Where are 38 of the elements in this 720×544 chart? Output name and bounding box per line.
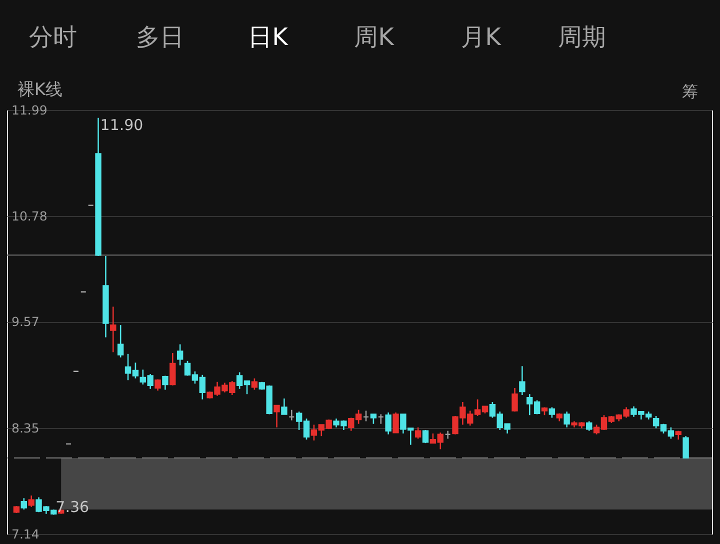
candlestick (288, 409, 295, 421)
y-tick-label: 8.35 (12, 420, 40, 436)
y-tick-label: 10.78 (12, 208, 48, 224)
text: 筹 (682, 82, 698, 101)
candlestick (392, 412, 399, 434)
text: 周K (354, 23, 396, 51)
candlestick (117, 324, 124, 358)
annotation: 7.36 (56, 498, 90, 516)
text: 月K (461, 23, 502, 51)
candlestick (20, 498, 27, 510)
candlestick (28, 494, 34, 508)
candlestick (162, 375, 168, 390)
candlestick (362, 410, 370, 422)
text: 裸K线 (17, 80, 63, 100)
candlestick (586, 420, 592, 432)
candlestick (519, 366, 526, 396)
candlestick (274, 404, 280, 428)
candlestick (512, 387, 518, 412)
candlestick (170, 352, 176, 386)
candlestick (385, 412, 392, 435)
text: 多日 (136, 23, 184, 51)
candlestick (414, 426, 422, 440)
text: 分时 (29, 23, 77, 51)
candlestick (281, 398, 288, 415)
candlestick (564, 410, 570, 428)
text: 周期 (558, 23, 606, 51)
text: 日K (248, 23, 290, 51)
candlestick (682, 435, 689, 459)
y-tick-label: 9.57 (12, 314, 40, 330)
candlestick (110, 306, 116, 353)
y-tick-label: 7.14 (12, 526, 40, 542)
y-tick-label: 11.99 (12, 102, 48, 118)
candlestick (378, 414, 384, 424)
annotation: 11.90 (100, 116, 144, 134)
candlestick (548, 406, 556, 418)
candlestick (251, 378, 258, 390)
candlestick (176, 344, 184, 366)
candlestick (370, 414, 377, 424)
